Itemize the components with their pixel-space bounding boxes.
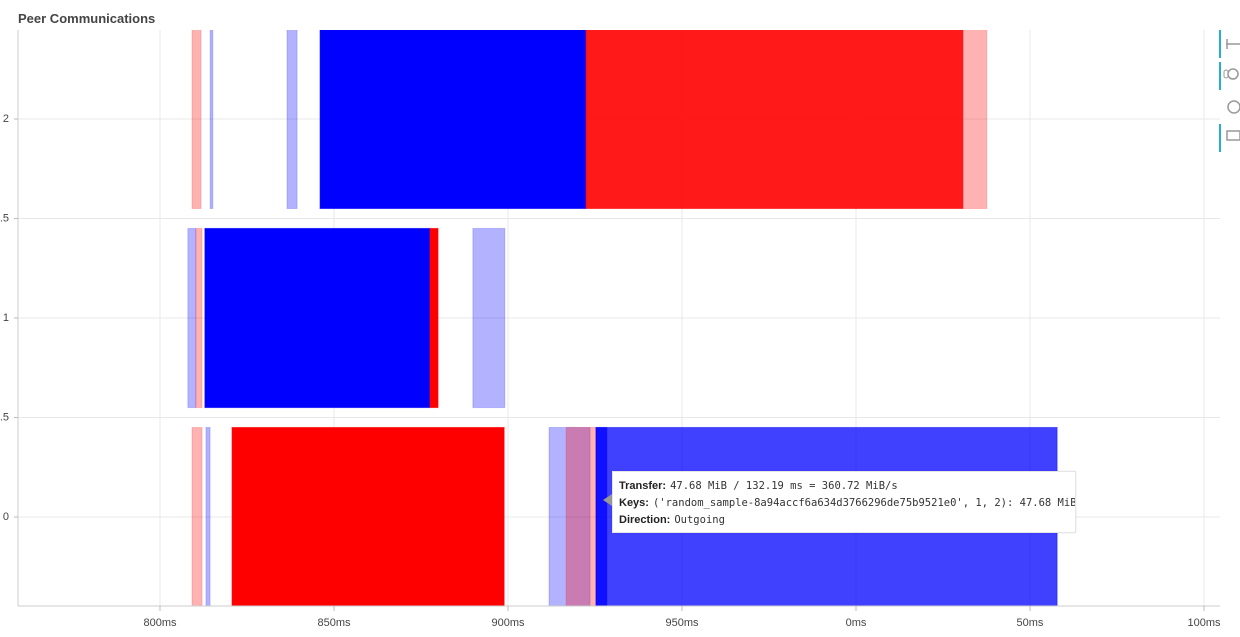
axes <box>14 30 1220 611</box>
y-tick-label: 1 <box>3 312 9 324</box>
x-tick-label: 100ms <box>1187 617 1221 629</box>
transfer-bar <box>286 30 298 210</box>
tooltip: Transfer: 47.68 MiB / 132.19 ms = 360.72 … <box>612 471 1076 533</box>
tooltip-label: Direction: <box>619 514 671 526</box>
transfer-bar <box>205 426 211 606</box>
x-tick-label: 0ms <box>846 617 867 629</box>
tooltip-label: Transfer: <box>619 480 667 492</box>
x-tick-label: 950ms <box>665 617 699 629</box>
transfer-bar <box>187 227 197 409</box>
transfer-bar <box>231 426 505 606</box>
y-tick-label: 0.5 <box>0 411 9 423</box>
tooltip-value: 47.68 MiB / 132.19 ms = 360.72 MiB/s <box>670 480 898 492</box>
tooltip-value: Outgoing <box>674 514 725 526</box>
transfer-bar <box>585 30 964 210</box>
tooltip-row: Keys: ('random_sample-8a94accf6a634d37662… <box>619 495 1075 512</box>
tooltip-arrow <box>603 494 612 506</box>
transfer-bar <box>429 227 439 409</box>
zoom-tool[interactable] <box>1223 68 1239 80</box>
tooltip-row: Direction: Outgoing <box>619 512 1069 529</box>
transfer-bar <box>472 227 506 409</box>
transfer-bar <box>548 426 591 606</box>
transfer-bar <box>962 30 988 210</box>
transfer-bar <box>565 426 597 606</box>
tooltip-value: ('random_sample-8a94accf6a634d3766296de7… <box>652 497 1076 509</box>
pan-tool[interactable] <box>1226 39 1240 49</box>
transfer-bar <box>195 227 203 409</box>
y-tick-label: 1.5 <box>0 212 9 224</box>
transfer-bar <box>209 30 214 210</box>
x-tick-label: 850ms <box>317 617 351 629</box>
chart-title: Peer Communications <box>18 11 156 26</box>
x-tick-label: 50ms <box>1017 617 1044 629</box>
transfer-bar <box>204 227 431 409</box>
tooltip-row: Transfer: 47.68 MiB / 132.19 ms = 360.72 … <box>619 478 1069 495</box>
tooltip-label: Keys: <box>619 497 649 509</box>
transfer-bar <box>319 30 587 210</box>
hover-tool[interactable] <box>1226 130 1240 141</box>
y-tick-label: 0 <box>3 511 9 523</box>
reset-tool[interactable] <box>1227 100 1240 114</box>
y-tick-label: 2 <box>3 113 9 125</box>
transfer-bar <box>191 30 202 210</box>
transfer-bar <box>191 426 203 606</box>
x-tick-label: 900ms <box>491 617 525 629</box>
x-tick-label: 800ms <box>143 617 177 629</box>
toolbar <box>1219 30 1240 152</box>
